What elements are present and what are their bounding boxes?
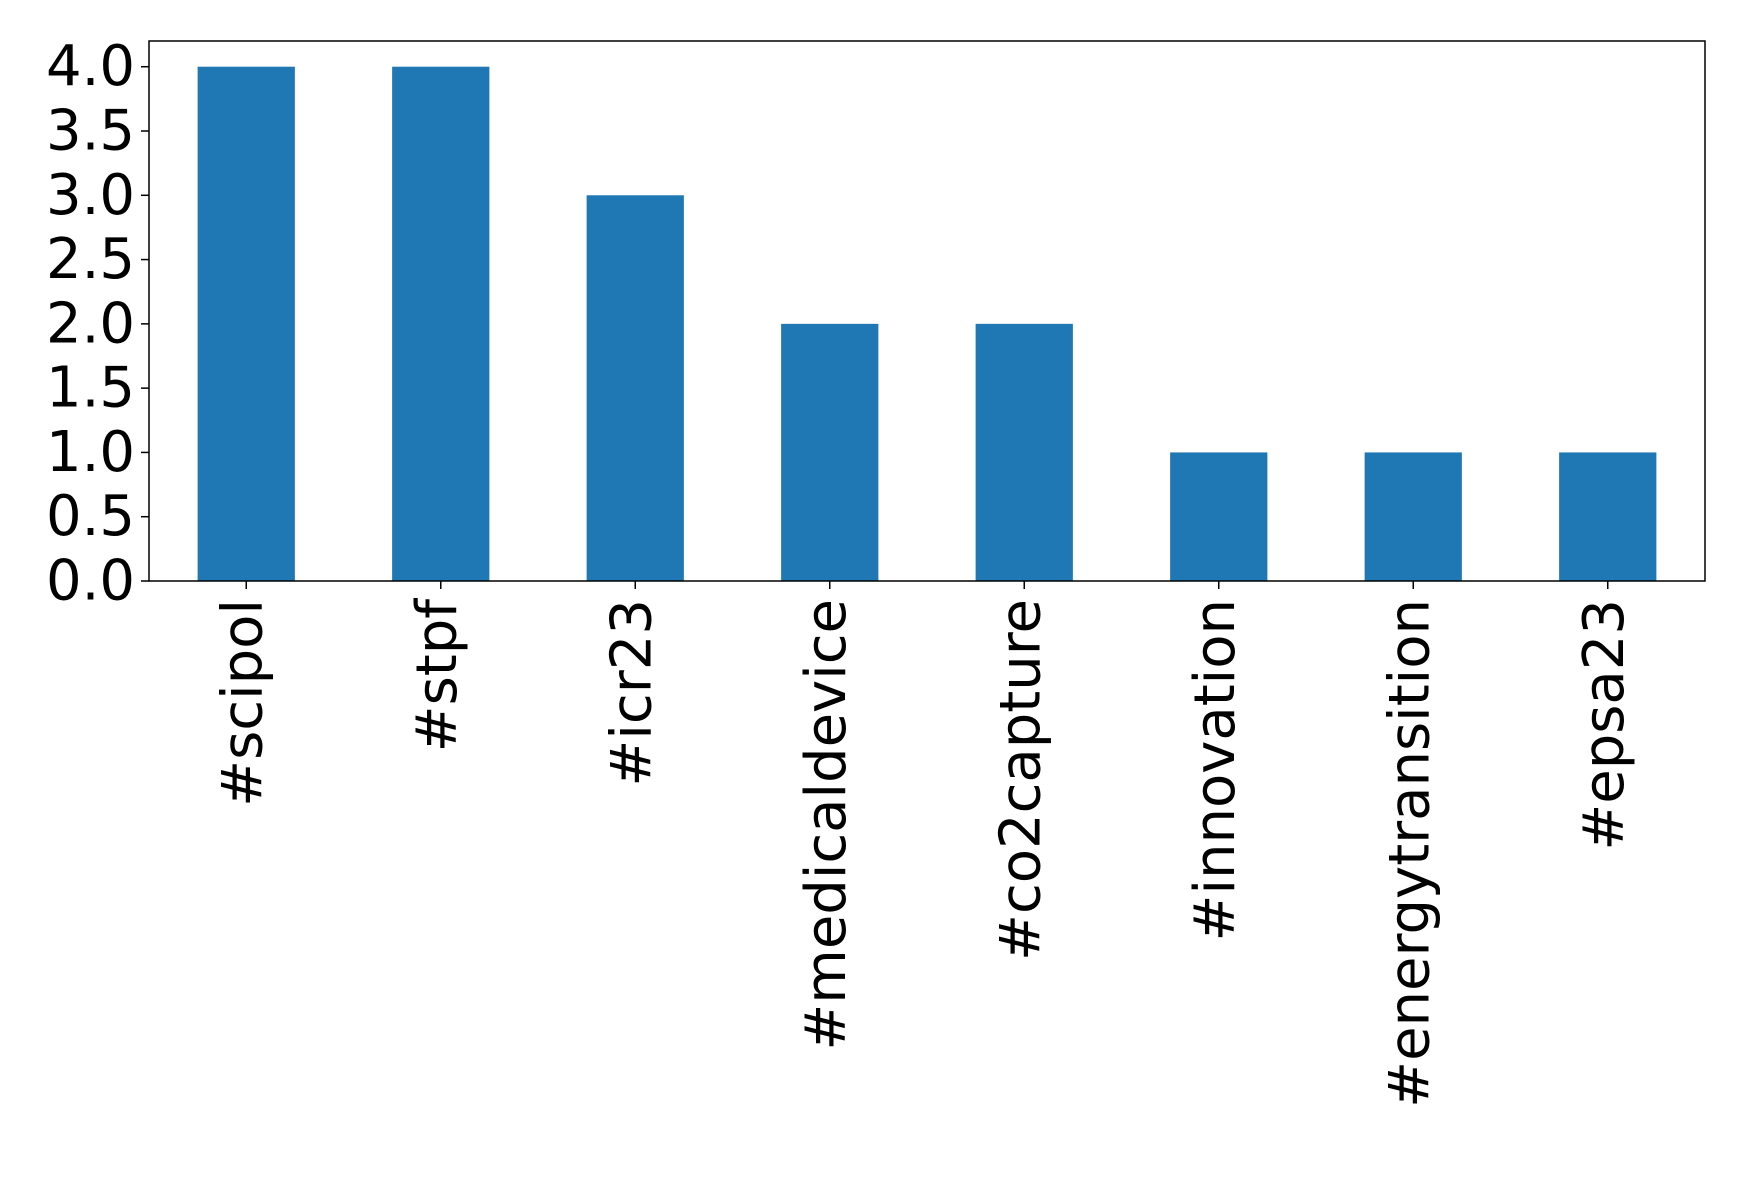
y-tick-label: 3.0 bbox=[46, 163, 135, 228]
y-axis: 0.00.51.01.52.02.53.03.54.0 bbox=[46, 34, 149, 614]
x-tick-label: #icr23 bbox=[599, 599, 664, 787]
y-tick-label: 0.0 bbox=[46, 549, 135, 614]
plot-frame bbox=[148, 40, 1706, 582]
y-tick-label: 3.5 bbox=[46, 99, 135, 164]
bar-stpf bbox=[392, 66, 490, 581]
y-tick-label: 0.5 bbox=[46, 484, 135, 549]
y-tick-label: 2.0 bbox=[46, 291, 135, 356]
x-tick-label: #innovation bbox=[1183, 599, 1248, 941]
x-tick-label: #stpf bbox=[405, 598, 470, 753]
bar-innovation bbox=[1170, 452, 1268, 581]
y-tick-label: 1.5 bbox=[46, 356, 135, 421]
bars-group bbox=[197, 66, 1657, 582]
x-tick-label: #epsa23 bbox=[1572, 599, 1637, 851]
y-tick-label: 2.5 bbox=[46, 227, 135, 292]
bar-scipol bbox=[197, 66, 295, 581]
y-tick-label: 1.0 bbox=[46, 420, 135, 485]
bar-icr23 bbox=[586, 195, 684, 582]
x-axis: #scipol #stpf #icr23 #medicaldevice #co2capt… bbox=[210, 581, 1637, 1108]
x-tick-label: #scipol bbox=[210, 599, 275, 807]
bar-medicaldevice bbox=[781, 323, 879, 581]
bar-energytransition bbox=[1364, 452, 1462, 581]
y-tick-label: 4.0 bbox=[46, 34, 135, 99]
bar-co2capture bbox=[975, 323, 1073, 581]
x-tick-label: #energytransition bbox=[1377, 599, 1442, 1108]
bar-epsa23 bbox=[1559, 452, 1657, 581]
x-tick-label: #medicaldevice bbox=[794, 599, 859, 1051]
x-tick-label: #co2capture bbox=[988, 599, 1053, 961]
